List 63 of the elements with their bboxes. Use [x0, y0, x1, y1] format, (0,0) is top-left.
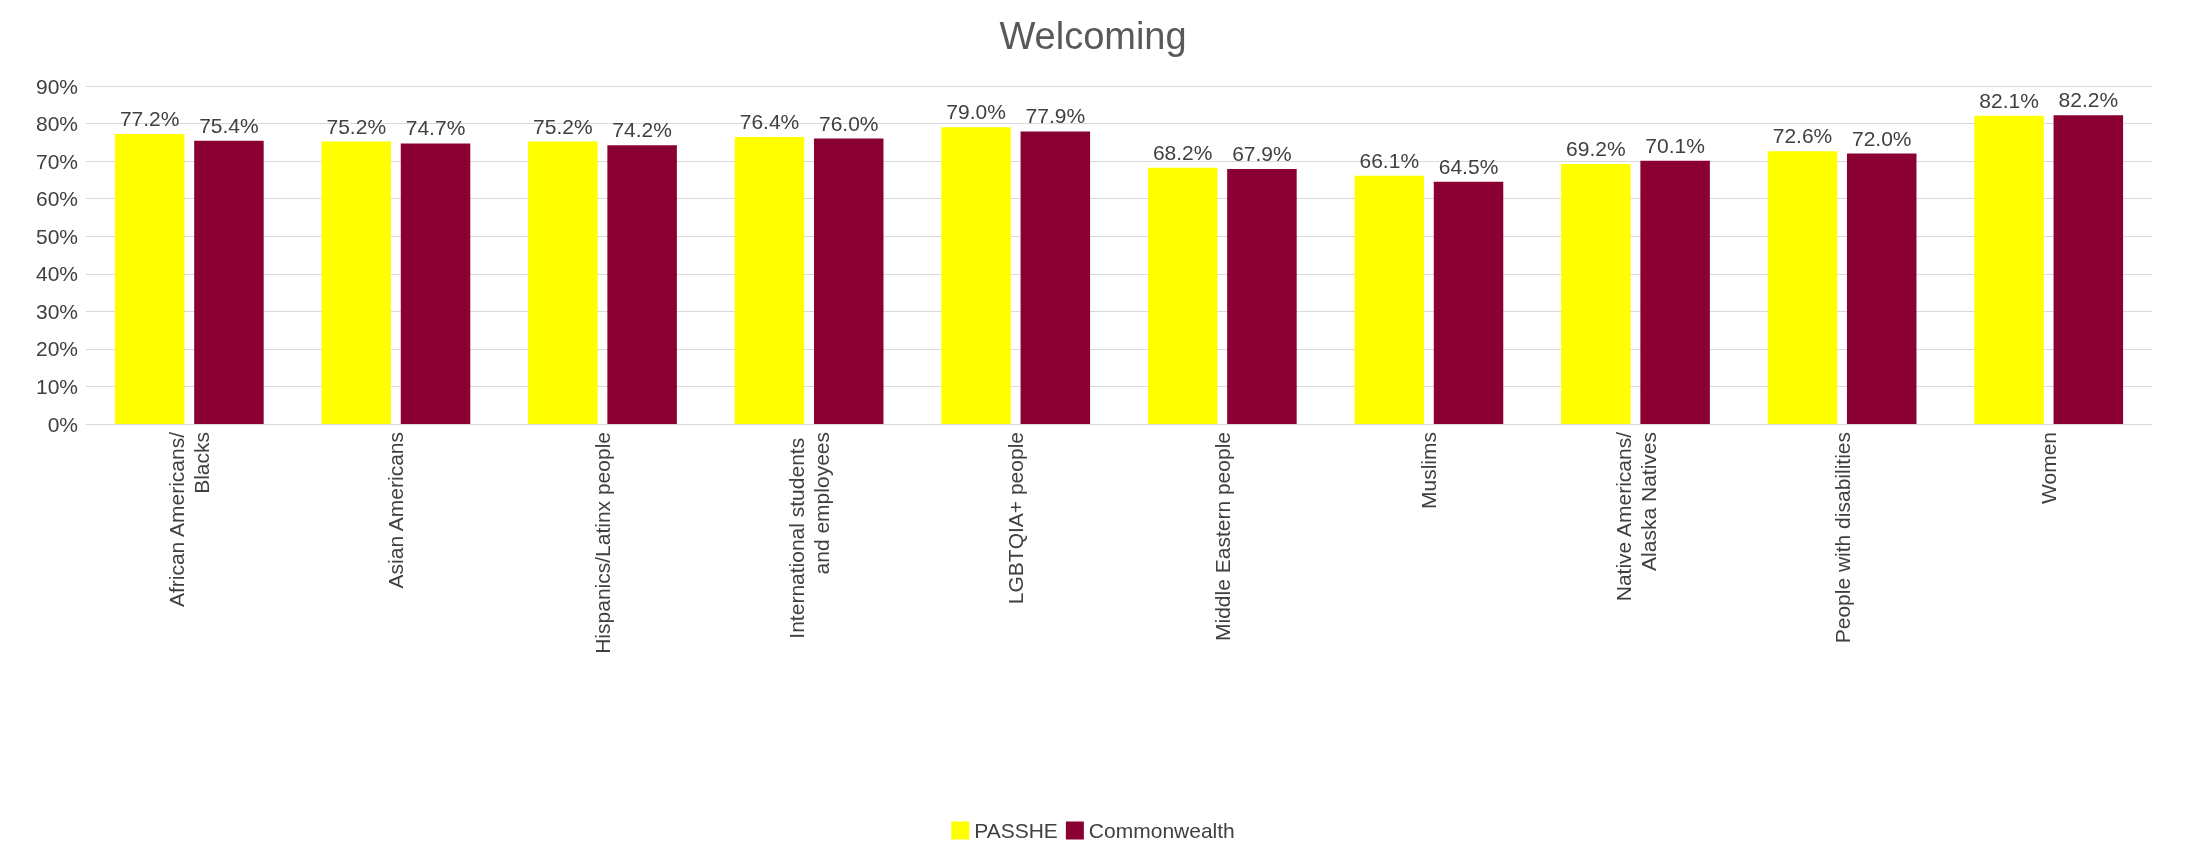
- legend-label: PASSHE: [974, 819, 1058, 842]
- bar: [1767, 151, 1838, 424]
- x-tick-label: Women: [2037, 432, 2061, 504]
- bar: [194, 140, 264, 424]
- data-label: 67.9%: [1232, 142, 1292, 165]
- data-label: 76.0%: [818, 111, 879, 135]
- data-label: 74.2%: [612, 118, 672, 142]
- bar: [941, 127, 1011, 424]
- bar: [2053, 115, 2124, 424]
- x-tick-label: Muslims: [1417, 432, 1441, 509]
- y-tick-label: 50%: [35, 224, 78, 248]
- bar: [1640, 160, 1710, 424]
- bar: [813, 138, 884, 424]
- y-tick-label: 40%: [35, 262, 78, 286]
- x-tick-label: Asian Americans: [384, 432, 408, 589]
- bar: [1227, 169, 1297, 424]
- data-label: 75.2%: [326, 114, 387, 138]
- y-tick-label: 70%: [35, 149, 78, 173]
- y-tick-label: 80%: [35, 112, 78, 136]
- bar: [1354, 175, 1425, 424]
- data-label: 66.1%: [1359, 148, 1420, 172]
- bar: [1974, 115, 2044, 424]
- y-tick-label: 30%: [35, 299, 78, 323]
- data-label: 76.4%: [739, 110, 800, 134]
- bar: [1147, 167, 1218, 424]
- x-tick-label: African Americans/Blacks: [165, 431, 214, 608]
- bar: [400, 143, 471, 424]
- bar: [1433, 181, 1504, 424]
- legend-label: Commonwealth: [1088, 819, 1235, 842]
- data-label: 77.9%: [1025, 104, 1086, 128]
- data-label: 75.2%: [533, 114, 593, 138]
- x-tick-label: People with disabilities: [1830, 432, 1854, 644]
- bar: [734, 137, 805, 424]
- data-label: 74.7%: [405, 116, 466, 140]
- x-tick-label: Middle Eastern people: [1210, 432, 1234, 641]
- data-label: 72.6%: [1772, 124, 1833, 148]
- bar: [607, 145, 677, 424]
- bar: [114, 134, 185, 424]
- data-label: 82.1%: [1979, 88, 2039, 112]
- y-tick-label: 90%: [35, 74, 78, 98]
- y-tick-label: 20%: [35, 337, 78, 361]
- data-label: 79.0%: [946, 100, 1006, 124]
- x-tick-label: LGBTQIA+ people: [1004, 432, 1028, 605]
- data-label: 82.2%: [2058, 88, 2119, 112]
- data-label: 64.5%: [1438, 154, 1499, 178]
- bar: [321, 141, 392, 424]
- x-tick-label: International students and employees: [785, 432, 834, 639]
- bar: [1846, 153, 1917, 424]
- data-label: 70.1%: [1645, 133, 1705, 157]
- data-label: 68.2%: [1152, 140, 1213, 164]
- data-label: 77.2%: [119, 107, 180, 131]
- data-label: 72.0%: [1851, 126, 1912, 150]
- y-tick-label: 60%: [35, 187, 78, 211]
- x-tick-label: Native Americans/Alaska Natives: [1611, 431, 1660, 602]
- bar: [1561, 164, 1631, 424]
- data-label: 75.4%: [199, 113, 259, 137]
- x-tick-label: Hispanics/Latinx people: [591, 432, 614, 654]
- data-label: 69.2%: [1566, 137, 1626, 161]
- y-tick-label: 0%: [47, 412, 78, 436]
- y-tick-label: 10%: [35, 374, 78, 398]
- bar: [528, 141, 598, 424]
- bar: [1020, 131, 1091, 424]
- chart-title: Welcoming: [999, 15, 1187, 57]
